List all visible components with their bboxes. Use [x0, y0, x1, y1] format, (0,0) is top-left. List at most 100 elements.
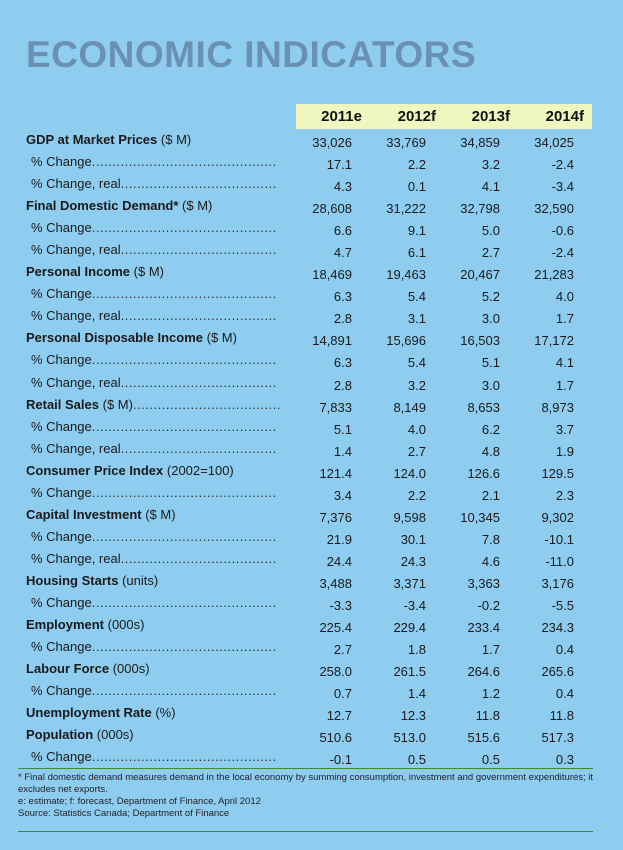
value-cell: -3.4	[403, 597, 426, 613]
value-cell: 124.0	[393, 465, 426, 481]
change-row: % Change................................…	[0, 350, 623, 372]
value-cell: 20,467	[460, 267, 500, 283]
change-row: % Change................................…	[0, 593, 623, 615]
value-cell: -10.1	[544, 531, 574, 547]
row-label-text: % Change	[31, 639, 92, 655]
row-label-text: % Change	[31, 220, 92, 236]
value-cell: 4.8	[481, 443, 500, 459]
value-cell: 1.8	[407, 642, 426, 658]
value-cell: -5.5	[551, 597, 574, 613]
change-row: % Change................................…	[0, 483, 623, 505]
value-cell: 1.2	[481, 686, 500, 702]
value-cell: -0.6	[551, 223, 574, 239]
leader-dots: ........................................…	[91, 594, 276, 610]
row-label: Final Domestic Demand* ($ M)	[26, 198, 282, 213]
value-cell: 234.3	[541, 620, 574, 636]
value-cell: 0.5	[481, 752, 500, 768]
value-cell: 11.8	[475, 708, 500, 724]
row-unit: (000s)	[104, 617, 145, 633]
value-cell: 6.3	[333, 355, 352, 371]
row-label-text: Retail Sales	[26, 396, 99, 412]
row-unit: ($ M)	[178, 198, 213, 214]
row-label-text: Consumer Price Index	[26, 462, 164, 478]
value-cell: 233.4	[467, 620, 500, 636]
value-cell: 4.1	[481, 179, 500, 195]
value-cell: 6.3	[333, 289, 352, 305]
value-cell: 1.7	[555, 311, 574, 327]
row-label-text: % Change	[31, 418, 92, 434]
value-cell: 21,283	[534, 267, 574, 283]
value-cell: 6.6	[333, 223, 352, 239]
value-cell: 8,653	[467, 399, 500, 415]
value-cell: 8,973	[541, 399, 574, 415]
row-label-text: Personal Income	[26, 264, 131, 280]
value-cell: 0.7	[333, 686, 352, 702]
row-label: Housing Starts (units)	[26, 573, 282, 588]
value-cell: 4.7	[333, 245, 352, 261]
top-divider	[18, 768, 593, 769]
value-cell: 31,222	[386, 201, 426, 217]
value-cell: 8,149	[393, 399, 426, 415]
value-cell: 0.4	[555, 642, 574, 658]
value-cell: 7,376	[319, 509, 352, 525]
indicator-row: Retail Sales ($ M)......................…	[0, 395, 623, 417]
indicator-row: Final Domestic Demand* ($ M) 28,608 31,222…	[0, 196, 623, 218]
value-cell: 6.1	[407, 245, 426, 261]
row-unit: ($ M)	[141, 506, 176, 522]
indicator-row: Consumer Price Index (2002=100) 121.4 124.…	[0, 461, 623, 483]
value-cell: -2.4	[551, 245, 574, 261]
value-cell: 14,891	[312, 333, 352, 349]
value-cell: 5.0	[481, 223, 500, 239]
row-label-text: Unemployment Rate	[26, 705, 152, 721]
column-header: 2011e	[321, 108, 362, 125]
value-cell: -0.1	[329, 752, 352, 768]
value-cell: 17.1	[326, 157, 352, 173]
value-cell: 28,608	[312, 201, 352, 217]
value-cell: 126.6	[467, 465, 500, 481]
row-label: Personal Disposable Income ($ M)	[26, 330, 282, 345]
row-label: % Change................................…	[31, 639, 276, 654]
value-cell: 2.7	[333, 642, 352, 658]
row-label-text: % Change	[31, 528, 92, 544]
row-label-text: Final Domestic Demand*	[26, 198, 179, 214]
value-cell: 3,176	[541, 575, 574, 591]
footnote: e: estimate; f: forecast, Department of …	[18, 796, 261, 807]
value-cell: 2.1	[481, 487, 500, 503]
value-cell: 517.3	[541, 730, 574, 746]
value-cell: -3.4	[551, 179, 574, 195]
change-row: % Change, real..........................…	[0, 306, 623, 328]
row-label-text: % Change, real	[31, 374, 121, 390]
row-label: % Change, real..........................…	[31, 441, 276, 456]
indicator-row: Labour Force (000s) 258.0 261.5 264.6 265.6	[0, 659, 623, 681]
change-row: % Change................................…	[0, 637, 623, 659]
row-label: % Change................................…	[31, 154, 276, 169]
value-cell: 9,598	[393, 509, 426, 525]
value-cell: 1.9	[555, 443, 574, 459]
row-label-text: % Change, real	[31, 550, 121, 566]
value-cell: 2.8	[333, 311, 352, 327]
indicator-row: Population (000s) 510.6 513.0 515.6 517.3	[0, 725, 623, 747]
value-cell: 34,025	[534, 135, 574, 150]
value-cell: 24.3	[400, 553, 426, 569]
row-label: % Change................................…	[31, 595, 276, 610]
value-cell: 121.4	[319, 465, 352, 481]
row-unit: (000s)	[109, 661, 150, 677]
row-label: % Change, real..........................…	[31, 375, 276, 390]
row-label-text: % Change	[31, 154, 92, 170]
footnote: * Final domestic demand measures demand …	[18, 772, 594, 795]
value-cell: 225.4	[319, 620, 352, 636]
indicator-table: GDP at Market Prices ($ M) 33,026 33,769 34…	[0, 130, 623, 769]
value-cell: 4.6	[481, 553, 500, 569]
row-label-text: % Change, real	[31, 176, 121, 192]
row-label: Retail Sales ($ M)......................…	[26, 397, 282, 412]
row-label: % Change, real..........................…	[31, 242, 276, 257]
value-cell: 34,859	[460, 135, 500, 150]
value-cell: 3.2	[407, 377, 426, 393]
value-cell: 0.3	[555, 752, 574, 768]
row-label-text: Population	[26, 727, 94, 743]
value-cell: 19,463	[386, 267, 426, 283]
indicator-row: Personal Income ($ M) 18,469 19,463 20,467 2…	[0, 262, 623, 284]
value-cell: 0.1	[407, 179, 426, 195]
value-cell: 1.7	[481, 642, 500, 658]
value-cell: 129.5	[541, 465, 574, 481]
